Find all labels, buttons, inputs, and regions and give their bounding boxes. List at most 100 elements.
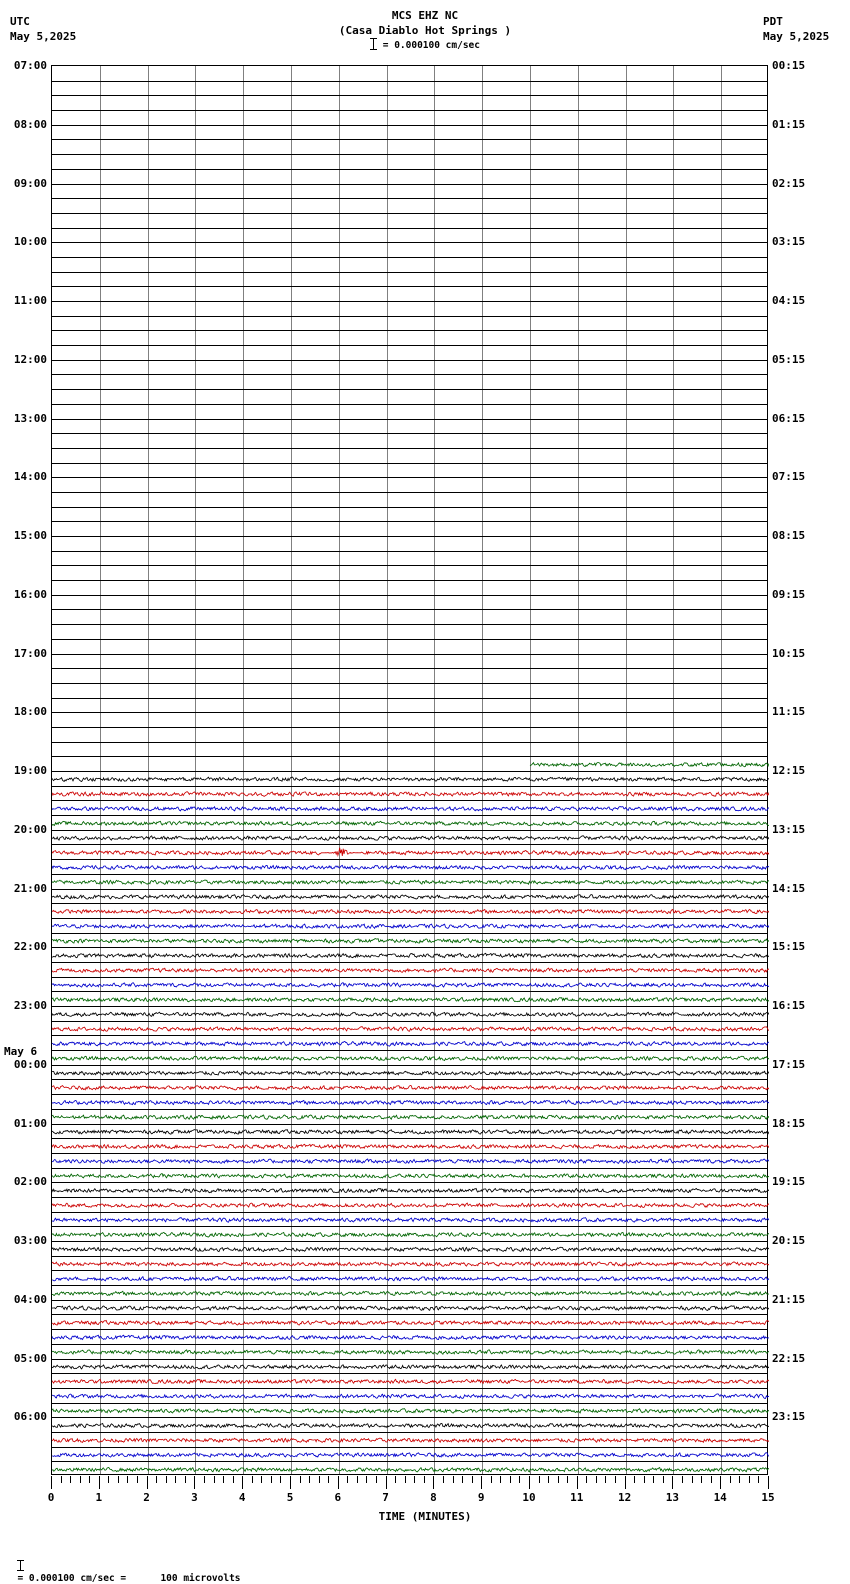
trace-line (52, 1143, 769, 1150)
pdt-time-label: 06:15 (772, 411, 806, 425)
gridline-horizontal (52, 1446, 767, 1448)
gridline-horizontal (52, 1343, 767, 1345)
trace-line (52, 1393, 769, 1400)
x-tick-minor (509, 1476, 511, 1483)
gridline-vertical (243, 66, 245, 1474)
gridline-horizontal (52, 1241, 767, 1242)
gridline-horizontal (52, 403, 767, 405)
utc-timezone-block: UTC May 5,2025 (10, 14, 76, 44)
trace-line (52, 1011, 769, 1018)
utc-time-label: 23:00 (13, 999, 47, 1012)
trace-line (52, 1422, 769, 1429)
trace-line (52, 776, 769, 783)
utc-time-label: 02:00 (13, 1175, 47, 1189)
day-boundary-label: May 6 (4, 1044, 38, 1058)
x-tick-minor (280, 1476, 282, 1483)
x-tick-minor (519, 1476, 521, 1483)
x-axis-tick-label: 13 (665, 1491, 680, 1504)
gridline-horizontal (52, 668, 767, 670)
x-axis-tick-label: 9 (477, 1491, 485, 1504)
pdt-time-label: 11:15 (772, 705, 806, 719)
trace-line (52, 1231, 769, 1238)
x-tick-minor (356, 1476, 358, 1483)
trace-line (52, 1452, 769, 1458)
gridline-horizontal (52, 947, 767, 949)
x-tick-major (51, 1476, 52, 1489)
gridline-horizontal (52, 1431, 767, 1433)
gridline-horizontal (52, 110, 767, 112)
gridline-horizontal (52, 976, 767, 978)
gridline-horizontal (52, 1255, 767, 1257)
trace-line (52, 1099, 769, 1106)
x-axis-tick-label: 10 (522, 1491, 536, 1504)
gridline-vertical (99, 66, 101, 1474)
gridline-horizontal (52, 609, 767, 611)
gridline-horizontal (52, 1094, 767, 1096)
x-tick-minor (739, 1476, 741, 1483)
x-tick-minor (653, 1476, 655, 1483)
gridline-horizontal (52, 1182, 767, 1184)
trace-line (52, 1261, 769, 1267)
gridline-horizontal (52, 903, 767, 905)
gridline-horizontal (52, 389, 767, 391)
gridline-horizontal (52, 1050, 767, 1052)
gridline-horizontal (52, 227, 767, 229)
trace-line (52, 1466, 769, 1473)
x-axis-tick-label: 8 (430, 1491, 437, 1504)
x-tick-minor (452, 1476, 454, 1483)
footer-scale-note: = 0.000100 cm/sec = 100 microvolts (6, 1549, 241, 1584)
trace-line (52, 908, 769, 915)
utc-time-label: 16:00 (13, 587, 47, 601)
pdt-time-label: 14:15 (772, 881, 806, 895)
x-tick-major (385, 1476, 387, 1489)
utc-time-label: 05:00 (13, 1351, 47, 1365)
gridline-horizontal (52, 1167, 767, 1169)
x-tick-minor (414, 1476, 416, 1483)
gridline-horizontal (52, 785, 767, 787)
gridline-horizontal (52, 447, 767, 449)
trace-line (52, 982, 769, 988)
utc-time-label: 00:00 (13, 1057, 47, 1071)
trace-line (52, 1040, 769, 1047)
pdt-time-label: 13:15 (772, 822, 806, 836)
x-tick-minor (270, 1476, 272, 1483)
x-tick-major (768, 1476, 769, 1489)
gridline-horizontal (52, 271, 767, 273)
pdt-time-label: 09:15 (772, 587, 806, 601)
x-axis-tick-label: 4 (238, 1491, 246, 1504)
x-tick-minor (213, 1476, 215, 1483)
gridline-horizontal (52, 1417, 767, 1419)
trace-line (52, 1217, 769, 1223)
gridline-horizontal (52, 1299, 767, 1301)
gridline-horizontal (52, 932, 767, 934)
utc-time-label: 12:00 (13, 352, 47, 366)
utc-time-label: 01:00 (13, 1116, 47, 1130)
gridline-horizontal (52, 1006, 767, 1007)
gridline-horizontal (52, 168, 767, 170)
x-tick-minor (605, 1476, 607, 1483)
trace-line (52, 1129, 769, 1135)
x-tick-minor (328, 1476, 330, 1483)
x-tick-minor (710, 1476, 712, 1483)
pdt-time-label: 00:15 (772, 59, 806, 72)
x-tick-minor (701, 1476, 703, 1483)
gridline-vertical (673, 66, 675, 1474)
gridline-horizontal (52, 594, 767, 596)
trace-line (52, 1349, 769, 1355)
gridline-horizontal (52, 198, 767, 200)
station-title: MCS EHZ NC (391, 9, 459, 22)
gridline-horizontal (52, 1402, 767, 1404)
gridline-vertical (434, 66, 436, 1474)
x-tick-major (720, 1476, 722, 1489)
x-tick-minor (175, 1476, 177, 1483)
gridline-horizontal (52, 536, 767, 537)
x-tick-major (290, 1476, 291, 1489)
gridline-horizontal (52, 844, 767, 846)
trace-line (52, 1408, 769, 1414)
pdt-time-label: 22:15 (772, 1351, 806, 1365)
x-tick-minor (79, 1476, 81, 1483)
x-tick-minor (567, 1476, 569, 1483)
pdt-time-label: 17:15 (772, 1057, 806, 1071)
x-tick-minor (366, 1476, 368, 1483)
x-tick-minor (309, 1476, 311, 1483)
